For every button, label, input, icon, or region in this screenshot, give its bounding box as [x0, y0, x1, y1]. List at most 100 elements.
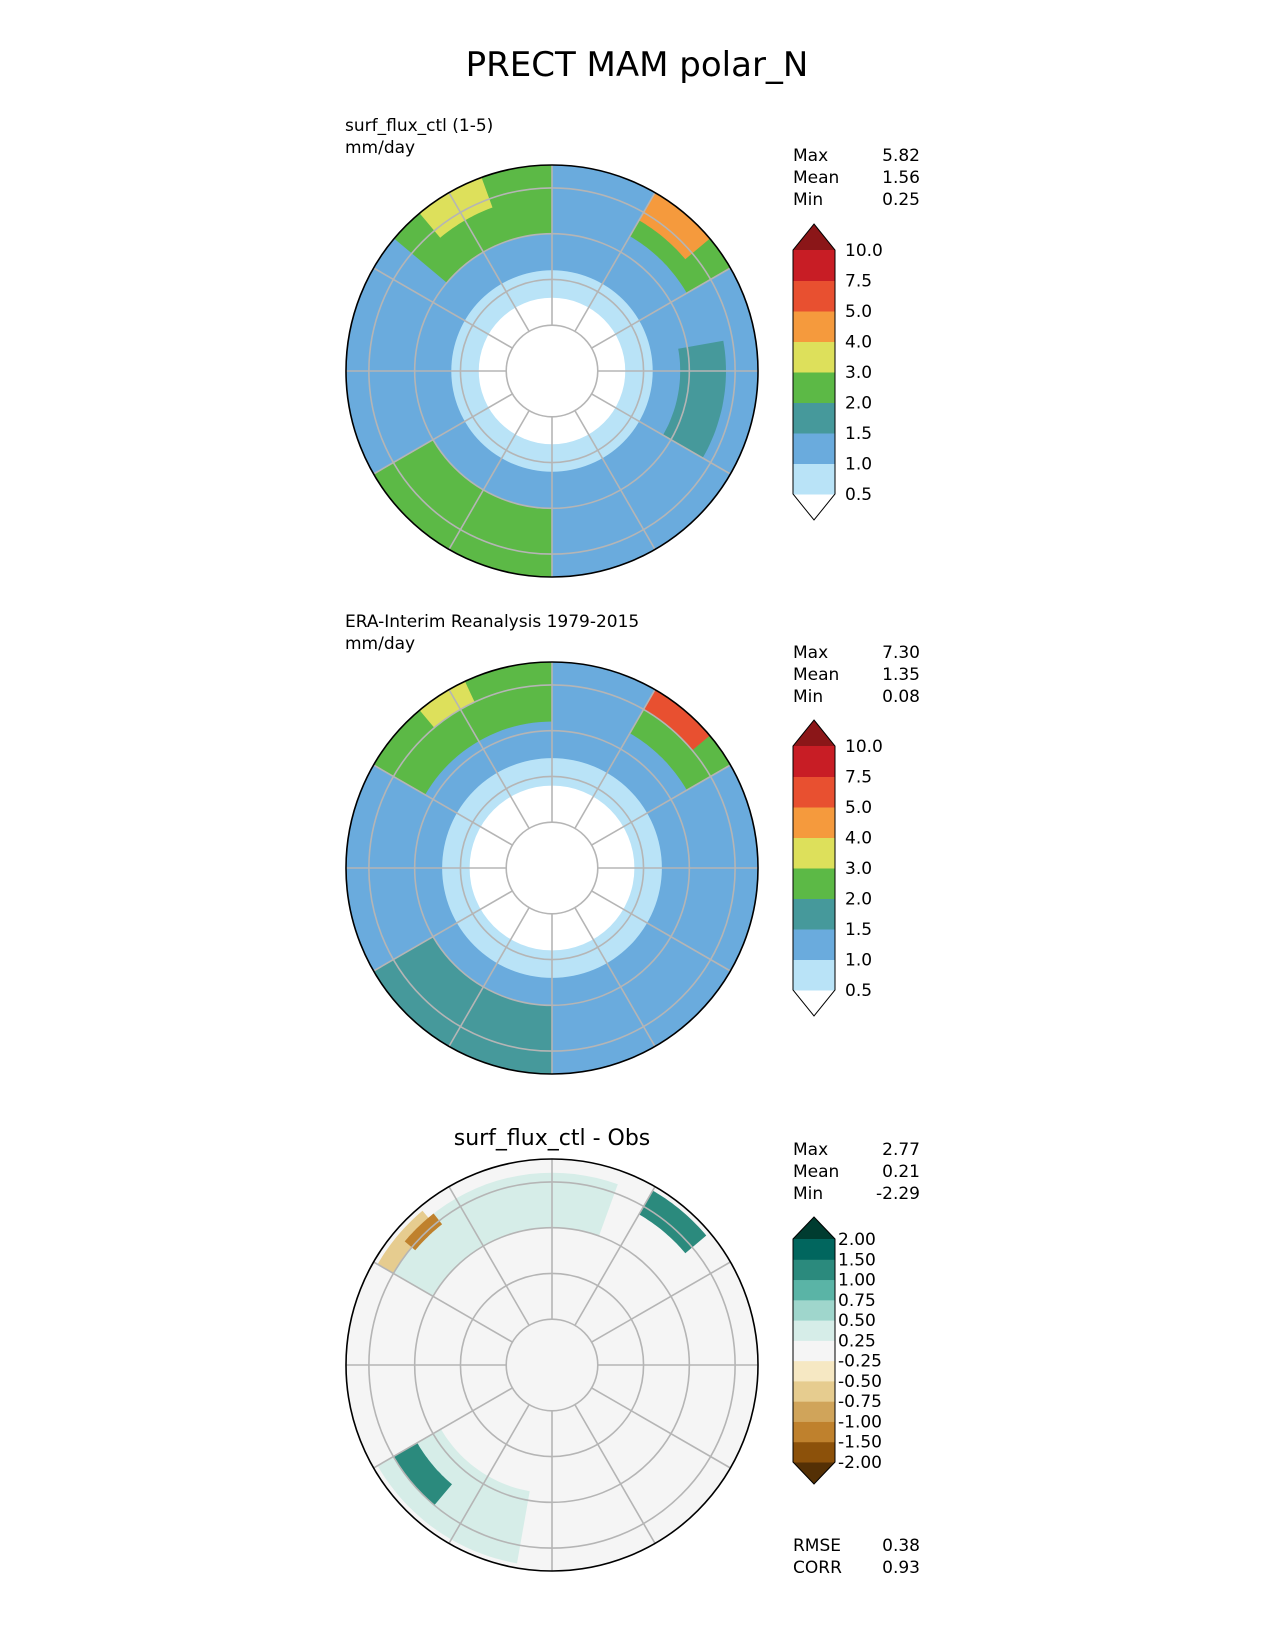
map-boundary [345, 661, 759, 1075]
colorbar-test: 0.5 1.0 1.5 2.0 3.0 4.0 5.0 7.5 10.0 [792, 223, 883, 521]
colorbar-extend-high [793, 224, 835, 250]
colorbar-tick-label: -0.25 [838, 1352, 882, 1372]
colorbar-bin [793, 807, 835, 838]
colorbar-bin [793, 776, 835, 808]
colorbar-bin [793, 250, 835, 281]
panel-reference-name: ERA-Interim Reanalysis 1979-2015 [345, 612, 639, 632]
polar-map-test [345, 164, 759, 578]
meridian-gridline [448, 410, 530, 550]
colorbar-outline [792, 223, 836, 521]
colorbar-bin [793, 433, 835, 464]
colorbar-bin [793, 746, 835, 777]
stat-mean-label: Mean [793, 665, 839, 685]
map-boundary [345, 1158, 759, 1572]
meridian-gridline [448, 192, 530, 332]
colorbar-tick-label: 1.0 [845, 951, 872, 971]
colorbar-tick-label: 1.00 [838, 1271, 876, 1291]
colorbar-tick-label: 2.0 [845, 394, 872, 414]
colorbar-extend-low [793, 990, 835, 1016]
meridian-gridline [448, 1404, 530, 1544]
meridian-gridline [373, 764, 513, 846]
colorbar-bin [793, 1320, 835, 1341]
colorbar-reference: 0.5 1.0 1.5 2.0 3.0 4.0 5.0 7.5 10.0 [792, 719, 883, 1017]
meridian-gridline [574, 410, 656, 550]
panel-difference: surf_flux_ctl - Obs Max 2.77 Mean 0.21 M… [345, 1126, 920, 1578]
colorbar-tick-label: 4.0 [845, 333, 872, 353]
meridian-gridline [574, 907, 656, 1047]
colorbar-bin [793, 959, 835, 991]
colorbar-bin [793, 929, 835, 960]
field-region [639, 192, 710, 260]
metric-rmse-value: 0.38 [882, 1536, 920, 1556]
colorbar-extend-high [793, 720, 835, 746]
field-region [419, 681, 475, 728]
meridian-gridline [373, 890, 513, 972]
figure-title: PRECT MAM polar_N [466, 45, 809, 85]
colorbar-tick-label: 10.0 [845, 241, 883, 261]
colorbar-tick-label: 5.0 [845, 302, 872, 322]
meridian-gridline [591, 393, 731, 475]
colorbar-extend-low [793, 494, 835, 520]
colorbar-tick-label: -1.50 [838, 1433, 882, 1453]
field-region [373, 662, 552, 795]
field-region [419, 177, 493, 238]
colorbar-tick-label: 2.00 [838, 1230, 876, 1250]
colorbar-bin [793, 1239, 835, 1260]
colorbar-bin [793, 898, 835, 930]
field-region [373, 439, 552, 577]
stat-max-label: Max [793, 643, 828, 663]
colorbar-outline [792, 719, 836, 1017]
colorbar-bin [793, 1421, 835, 1443]
meridian-gridline [574, 192, 656, 332]
colorbar-tick-label: 0.75 [838, 1291, 876, 1311]
colorbar-tick-label: 0.5 [845, 485, 872, 505]
colorbar-bin [793, 1401, 835, 1422]
panel-difference-name: surf_flux_ctl - Obs [454, 1126, 651, 1151]
colorbar-bin [793, 868, 835, 899]
meridian-gridline [448, 1186, 530, 1326]
stats-reference: Max 7.30 Mean 1.35 Min 0.08 [793, 643, 920, 707]
colorbar-tick-label: 10.0 [845, 737, 883, 757]
panel-test-name: surf_flux_ctl (1-5) [345, 116, 493, 136]
stat-min-label: Min [793, 190, 823, 210]
meridian-gridline [591, 1261, 731, 1343]
meridian-gridline [591, 1387, 731, 1469]
colorbar-bin [793, 1441, 835, 1463]
colorbar-tick-label: 1.50 [838, 1250, 876, 1270]
meridian-gridline [591, 890, 731, 972]
colorbar-tick-label: 1.5 [845, 424, 872, 444]
field-region [663, 340, 726, 458]
colorbar-tick-label: -0.75 [838, 1392, 882, 1412]
colorbar-tick-label: 1.0 [845, 455, 872, 475]
stat-min-value: 0.25 [882, 190, 920, 210]
colorbar-extend-high [793, 1217, 835, 1239]
stat-mean-label: Mean [793, 168, 839, 188]
stat-min-value: 0.08 [882, 687, 920, 707]
colorbar-bin [793, 1259, 835, 1281]
meridian-gridline [448, 907, 530, 1047]
colorbar-tick-label: 0.25 [838, 1331, 876, 1351]
colorbar-bin [793, 1340, 835, 1362]
colorbar-tick-label: -2.00 [838, 1453, 882, 1473]
stat-max-value: 2.77 [882, 1140, 920, 1160]
colorbar-tick-label: 0.50 [838, 1311, 876, 1331]
field-region [394, 165, 552, 283]
colorbar-bin [793, 837, 835, 869]
stat-max-label: Max [793, 1140, 828, 1160]
meridian-gridline [373, 267, 513, 349]
map-boundary [345, 164, 759, 578]
metric-corr-value: 0.93 [882, 1558, 920, 1578]
stat-max-value: 7.30 [882, 643, 920, 663]
polar-map-difference [345, 1158, 759, 1572]
colorbar-tick-label: 4.0 [845, 829, 872, 849]
field-region [404, 1213, 443, 1251]
colorbar-difference: -2.00-1.50-1.00-0.75-0.50-0.250.250.500.… [792, 1216, 882, 1485]
stat-mean-label: Mean [793, 1162, 839, 1182]
meridian-gridline [373, 393, 513, 475]
field-region [469, 785, 635, 951]
colorbar-tick-label: 1.5 [845, 920, 872, 940]
panel-reference: ERA-Interim Reanalysis 1979-2015 mm/day … [345, 612, 920, 1075]
stats-test: Max 5.82 Mean 1.56 Min 0.25 [793, 146, 920, 210]
stat-mean-value: 1.35 [882, 665, 920, 685]
stats-difference: Max 2.77 Mean 0.21 Min -2.29 [793, 1140, 920, 1204]
